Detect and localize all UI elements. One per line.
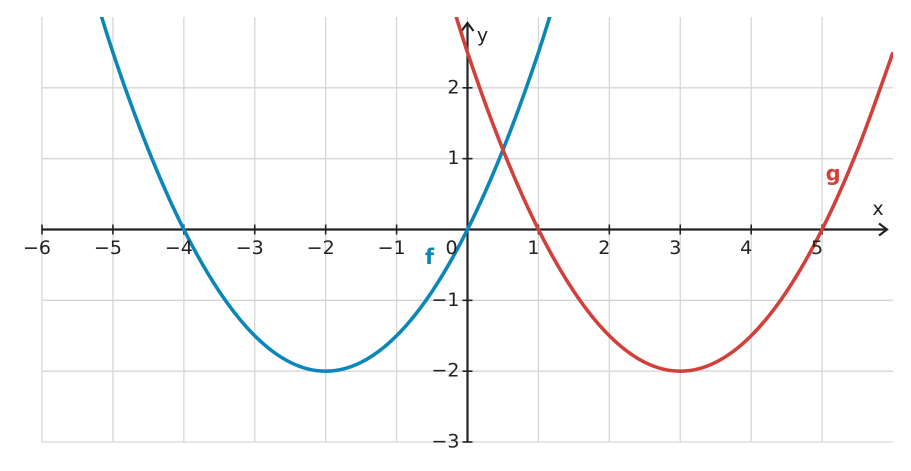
x-tick-label: −4 [165, 237, 193, 259]
curve [454, 17, 893, 373]
y-axis-arrow [460, 21, 475, 32]
y-tick-label: 1 [447, 147, 459, 169]
x-tick-label: −5 [94, 237, 122, 259]
y-tick-label: −3 [431, 431, 459, 453]
x-axis-label: x [872, 198, 883, 220]
x-tick-label: 0 [445, 237, 457, 259]
series-label: f [425, 245, 435, 269]
labels: −6 −5 −4 −3 −2 −1 0 1 2 3 4 5 −3 −2 −1 1 2 x y f g [23, 25, 884, 453]
y-tick-label: −1 [431, 289, 459, 311]
x-tick-label: −3 [236, 237, 264, 259]
curves [99, 17, 893, 373]
x-tick-label: −1 [378, 237, 406, 259]
x-tick-label: 1 [527, 237, 539, 259]
x-tick-label: 3 [669, 237, 681, 259]
x-axis-arrow [878, 222, 889, 237]
x-tick-label: 4 [740, 237, 752, 259]
y-axis-label: y [477, 25, 488, 47]
x-tick-label: −2 [307, 237, 335, 259]
x-tick-label: 2 [598, 237, 610, 259]
y-tick-label: −2 [431, 360, 459, 382]
x-tick-label: 5 [811, 237, 823, 259]
y-tick-label: 2 [447, 76, 459, 98]
x-tick-label: −6 [23, 237, 51, 259]
series-label: g [826, 161, 841, 185]
